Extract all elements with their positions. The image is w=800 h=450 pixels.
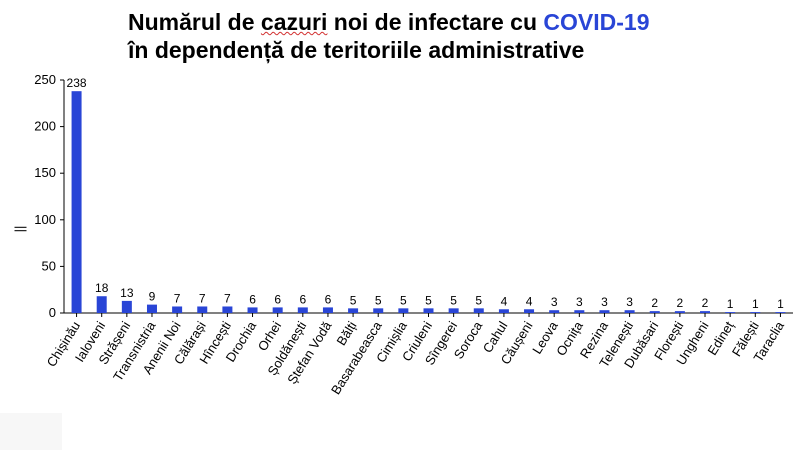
chart-title-line2: în dependență de teritoriile administrat… <box>128 37 585 63</box>
bar <box>322 307 333 313</box>
axes: 0 50 100 150 200 250 <box>34 72 793 320</box>
bar-value-label: 2 <box>702 296 709 310</box>
bar <box>599 310 610 313</box>
bar <box>297 307 308 313</box>
bar-value-label: 18 <box>95 281 109 295</box>
bar-value-label: 6 <box>325 292 332 306</box>
bar-value-label: 5 <box>450 293 457 307</box>
bar-value-label: 13 <box>120 286 134 300</box>
bar <box>398 308 409 313</box>
bar <box>423 308 434 313</box>
bar-value-label: 5 <box>400 293 407 307</box>
bar <box>146 304 157 313</box>
bar-value-label: 4 <box>501 294 508 308</box>
y-tick-label: 150 <box>34 165 56 180</box>
bar <box>121 300 132 313</box>
bar-value-label: 6 <box>249 292 256 306</box>
bar <box>725 312 736 313</box>
bar-value-label: 3 <box>551 295 558 309</box>
bar <box>624 310 635 313</box>
value-labels: 238 18 13 9 7 7 7 6 6 6 6 5 5 5 5 5 5 4 4 3 3 3 3 2 2 2 1 1 1 <box>67 76 785 311</box>
bar-value-label: 2 <box>651 296 658 310</box>
bar <box>498 309 509 313</box>
bar-value-label: 5 <box>375 293 382 307</box>
chart-title: Numărul de cazuri noi de infectare cu CO… <box>128 8 650 64</box>
corner-patch <box>0 413 62 450</box>
chart-title-line1: Numărul de cazuri noi de infectare cu CO… <box>128 9 650 35</box>
y-tick-label: 100 <box>34 212 56 227</box>
bar <box>549 310 560 313</box>
category-label: Chișinău <box>44 319 84 370</box>
bar-value-label: 3 <box>576 295 583 309</box>
bar <box>71 91 82 314</box>
bar-value-label: 5 <box>350 293 357 307</box>
bar <box>448 308 459 313</box>
covid-highlight: COVID-19 <box>543 9 650 35</box>
bar-value-label: 6 <box>299 292 306 306</box>
bar <box>649 311 660 313</box>
bar <box>750 312 761 313</box>
bar-value-label: 2 <box>677 296 684 310</box>
bar <box>700 311 711 313</box>
bar <box>574 310 585 313</box>
bar-value-label: 6 <box>274 292 281 306</box>
bar <box>473 308 484 313</box>
y-tick-label: 250 <box>34 72 56 87</box>
bars <box>71 91 786 314</box>
bar <box>373 308 384 313</box>
bar-value-label: 4 <box>526 294 533 308</box>
bar <box>674 311 685 313</box>
bar-value-label: 7 <box>224 291 231 305</box>
bar-value-label: 9 <box>149 290 156 304</box>
bar-value-label: 7 <box>199 291 206 305</box>
bar <box>197 306 208 313</box>
y-tick-label: 0 <box>49 305 56 320</box>
bar-value-label: 3 <box>601 295 608 309</box>
y-tick-label: 50 <box>42 258 56 273</box>
bar-value-label: 7 <box>174 291 181 305</box>
bar-value-label: 1 <box>752 297 759 311</box>
bar-value-label: 3 <box>626 295 633 309</box>
bar <box>96 296 107 313</box>
bar <box>775 312 786 313</box>
bar <box>524 309 535 313</box>
bar <box>172 306 183 313</box>
bar-value-label: 5 <box>475 293 482 307</box>
bar-value-label: 5 <box>425 293 432 307</box>
bar <box>222 306 233 313</box>
y-axis-label: || <box>12 226 27 233</box>
bar-value-label: 238 <box>67 76 87 90</box>
bar <box>247 307 258 313</box>
bar <box>272 307 283 313</box>
bar-value-label: 1 <box>777 297 784 311</box>
bar <box>348 308 359 313</box>
y-tick-label: 200 <box>34 119 56 134</box>
bar-value-label: 1 <box>727 297 734 311</box>
category-labels: ChișinăuIaloveniStrășeniTransnistriaAnen… <box>44 318 788 397</box>
